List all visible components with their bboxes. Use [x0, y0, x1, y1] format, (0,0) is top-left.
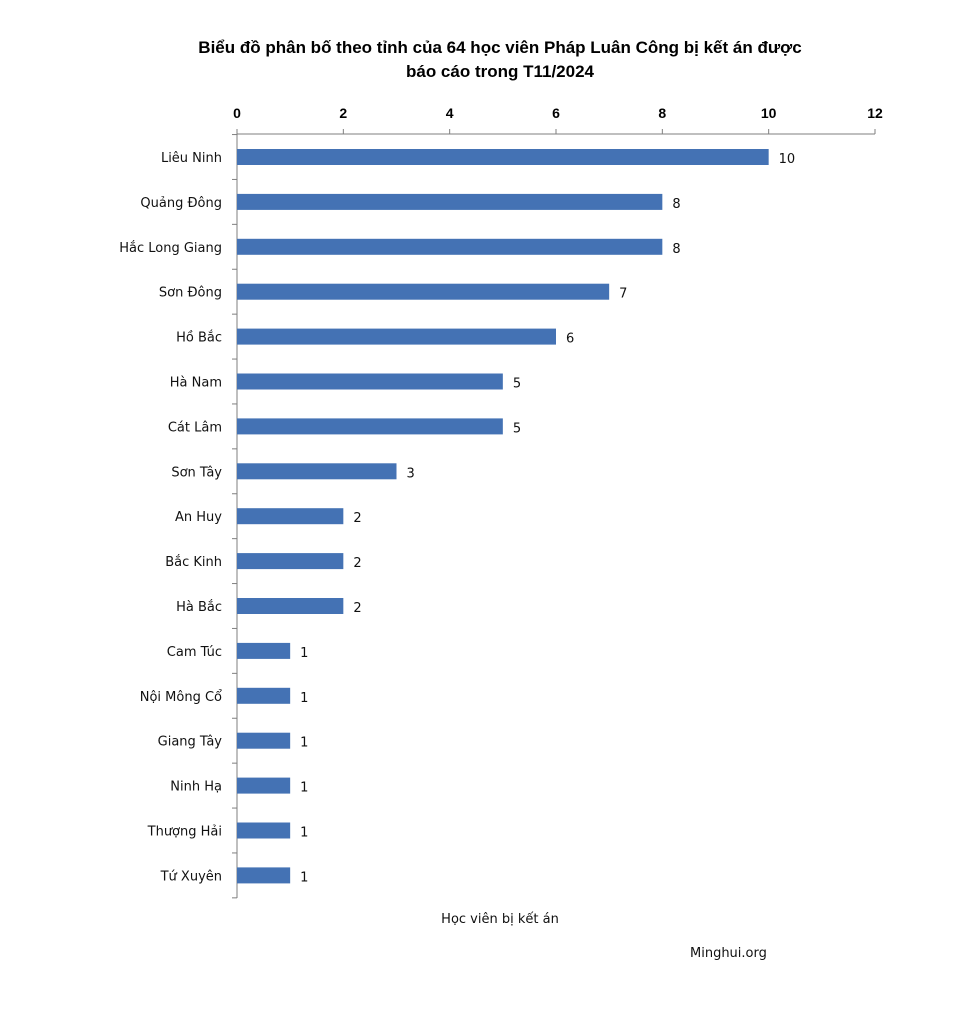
bar	[237, 867, 291, 884]
data-label: 10	[779, 152, 796, 167]
category-label: Hắc Long Giang	[119, 241, 222, 256]
category-label: Hồ Bắc	[176, 331, 222, 346]
data-label: 8	[672, 242, 680, 257]
data-label: 2	[353, 556, 361, 571]
bar	[237, 283, 610, 300]
bar	[237, 238, 663, 255]
chart-title-line-1: Biểu đồ phân bố theo tỉnh của 64 học viê…	[198, 38, 802, 57]
category-label: Hà Nam	[170, 376, 222, 391]
category-label: Hà Bắc	[176, 600, 222, 615]
category-label: Liêu Ninh	[161, 151, 222, 166]
bar	[237, 508, 344, 525]
x-axis-title: Học viên bị kết án	[441, 912, 559, 927]
data-label: 5	[513, 421, 521, 436]
chart-axes: 0 2 4 6 8 10 12	[232, 105, 883, 899]
category-label: Thượng Hải	[147, 825, 222, 840]
category-label: Quảng Đông	[140, 196, 222, 211]
bar	[237, 822, 291, 839]
chart-title-line-2: báo cáo trong T11/2024	[405, 62, 594, 81]
bar	[237, 777, 291, 794]
data-label: 1	[300, 646, 308, 661]
bar	[237, 418, 503, 435]
category-label: An Huy	[175, 510, 222, 525]
bar	[237, 687, 291, 704]
x-tick-label: 2	[339, 105, 347, 121]
data-label: 6	[566, 332, 574, 347]
data-label: 1	[300, 736, 308, 751]
category-label: Bắc Kinh	[165, 555, 222, 570]
bar	[237, 149, 769, 165]
data-label: 5	[513, 377, 521, 392]
x-tick-label: 4	[446, 105, 454, 121]
category-label: Ninh Hạ	[170, 780, 222, 795]
category-label: Tứ Xuyên	[160, 869, 222, 884]
x-tick-label: 6	[552, 105, 560, 121]
source-credit: Minghui.org	[690, 946, 767, 961]
category-label: Cát Lâm	[168, 420, 222, 435]
chart-labels: Liêu Ninh 10 Quảng Đông 8 Hắc Long Giang 8 Sơn…	[119, 151, 795, 885]
bar	[237, 193, 663, 210]
bar	[237, 553, 344, 570]
chart-title: Biểu đồ phân bố theo tỉnh của 64 học viê…	[150, 36, 850, 84]
data-label: 1	[300, 870, 308, 885]
data-label: 8	[672, 197, 680, 212]
bar	[237, 328, 556, 345]
data-label: 1	[300, 826, 308, 841]
category-label: Nội Mông Cổ	[140, 690, 222, 705]
data-label: 2	[353, 511, 361, 526]
x-tick-label: 12	[867, 105, 883, 121]
bar	[237, 642, 291, 659]
bar	[237, 373, 503, 390]
data-label: 7	[619, 287, 627, 302]
category-label: Cam Túc	[167, 645, 222, 660]
category-label: Sơn Tây	[171, 465, 222, 480]
bar	[237, 732, 291, 749]
data-label: 3	[407, 466, 415, 481]
category-label: Giang Tây	[158, 735, 223, 750]
x-tick-label: 10	[761, 105, 777, 121]
data-label: 1	[300, 691, 308, 706]
x-tick-label: 8	[658, 105, 666, 121]
category-label: Sơn Đông	[159, 286, 222, 301]
bar	[237, 598, 344, 614]
chart-bars	[237, 149, 769, 884]
x-tick-label: 0	[233, 105, 241, 121]
data-label: 1	[300, 781, 308, 796]
data-label: 2	[353, 601, 361, 616]
bar	[237, 463, 397, 480]
